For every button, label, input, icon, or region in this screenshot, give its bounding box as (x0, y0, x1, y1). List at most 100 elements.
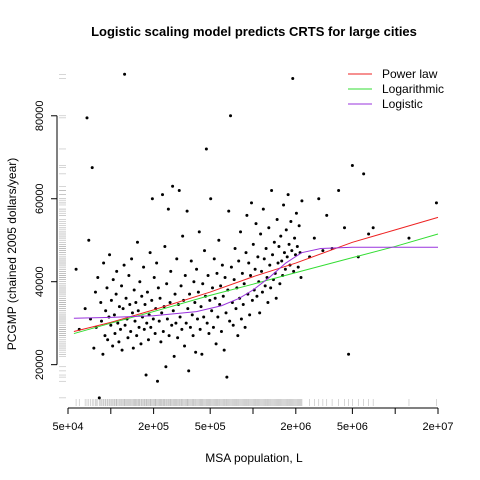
data-point (225, 311, 228, 314)
data-point (173, 355, 176, 358)
data-point (291, 77, 294, 80)
data-point (144, 303, 147, 306)
data-point (215, 272, 218, 275)
data-point (276, 218, 279, 221)
data-point (285, 228, 288, 231)
data-point (154, 332, 157, 335)
data-point (283, 251, 286, 254)
data-point (169, 301, 172, 304)
data-point (186, 307, 189, 310)
data-point (260, 270, 263, 273)
data-point (159, 340, 162, 343)
data-point (147, 338, 150, 341)
data-point (142, 266, 145, 269)
data-point (115, 293, 118, 296)
data-point (299, 276, 302, 279)
data-point (199, 328, 202, 331)
data-point (372, 226, 375, 229)
data-point (137, 309, 140, 312)
data-point (119, 328, 122, 331)
data-point (266, 301, 269, 304)
data-point (317, 197, 320, 200)
data-point (102, 262, 105, 265)
data-point (273, 241, 276, 244)
data-point (132, 347, 135, 350)
data-point (270, 189, 273, 192)
data-point (325, 214, 328, 217)
data-point (85, 116, 88, 119)
data-point (229, 114, 232, 117)
data-point (227, 210, 230, 213)
data-point (267, 226, 270, 229)
data-point (200, 353, 203, 356)
data-point (202, 315, 205, 318)
data-point (225, 376, 228, 379)
data-point (180, 328, 183, 331)
data-point (237, 259, 240, 262)
data-point (190, 259, 193, 262)
data-point (198, 230, 201, 233)
data-point (223, 349, 226, 352)
data-point (172, 309, 175, 312)
data-point (240, 318, 243, 321)
data-point (133, 289, 136, 292)
data-point (300, 199, 303, 202)
data-point (129, 330, 132, 333)
data-point (208, 299, 211, 302)
data-point (186, 210, 189, 213)
data-point (351, 164, 354, 167)
data-point (92, 347, 95, 350)
data-point (251, 299, 254, 302)
data-point (159, 297, 162, 300)
data-point (160, 311, 163, 314)
data-point (180, 284, 183, 287)
data-point (113, 332, 116, 335)
data-point (104, 309, 107, 312)
data-point (113, 313, 116, 316)
data-point (111, 345, 114, 348)
data-point (196, 318, 199, 321)
data-point (171, 185, 174, 188)
data-point (289, 220, 292, 223)
data-point (138, 280, 141, 283)
data-point (156, 380, 159, 383)
data-point (290, 249, 293, 252)
data-point (216, 315, 219, 318)
data-point (195, 268, 198, 271)
data-point (121, 349, 124, 352)
data-point (112, 278, 115, 281)
data-point (213, 257, 216, 260)
data-point (259, 233, 262, 236)
data-point (210, 309, 213, 312)
data-point (243, 282, 246, 285)
data-point (207, 274, 210, 277)
data-point (271, 253, 274, 256)
data-point (123, 73, 126, 76)
data-point (130, 257, 133, 260)
data-point (367, 233, 370, 236)
data-point (134, 301, 137, 304)
data-point (221, 264, 224, 267)
data-point (200, 305, 203, 308)
data-point (347, 353, 350, 356)
data-point (215, 342, 218, 345)
data-point (128, 303, 131, 306)
data-point (174, 322, 177, 325)
data-point (233, 278, 236, 281)
data-point (343, 226, 346, 229)
data-point (135, 334, 138, 337)
data-point (179, 315, 182, 318)
data-point (234, 247, 237, 250)
data-point (170, 324, 173, 327)
data-point (108, 253, 111, 256)
data-point (117, 340, 120, 343)
data-point (163, 245, 166, 248)
data-point (249, 274, 252, 277)
data-point (268, 264, 271, 267)
y-axis-label: PCGMP (chained 2005 dollars/year) (5, 158, 19, 351)
data-point (84, 307, 87, 310)
data-point (149, 251, 152, 254)
data-point (98, 396, 101, 399)
